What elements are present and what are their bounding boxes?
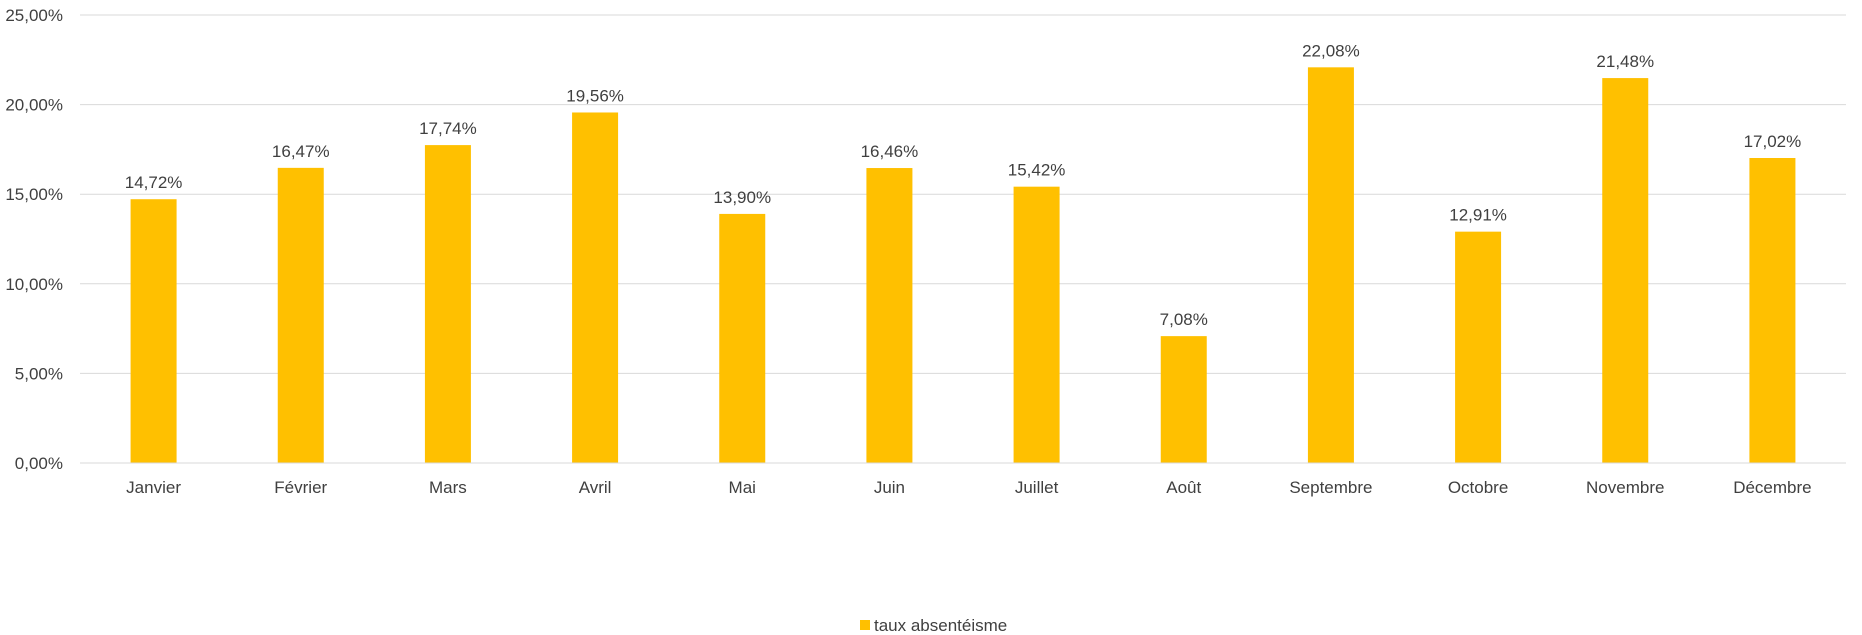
legend-swatch xyxy=(860,620,870,630)
y-tick-label: 0,00% xyxy=(15,454,63,473)
bars xyxy=(80,67,1846,464)
data-label: 19,56% xyxy=(566,86,624,105)
bar xyxy=(130,199,177,464)
y-axis-tick-labels: 0,00% 5,00% 10,00% 15,00% 20,00% 25,00% xyxy=(5,6,63,473)
bar xyxy=(1013,186,1060,464)
y-tick-label: 20,00% xyxy=(5,96,63,115)
bar xyxy=(719,213,766,463)
data-label: 7,08% xyxy=(1160,310,1208,329)
y-tick-label: 10,00% xyxy=(5,275,63,294)
data-label: 15,42% xyxy=(1008,161,1066,180)
y-tick-label: 5,00% xyxy=(15,364,63,383)
category-label: Novembre xyxy=(1586,478,1664,497)
category-label: Janvier xyxy=(126,478,181,497)
category-label: Mars xyxy=(429,478,467,497)
data-label: 17,02% xyxy=(1744,132,1802,151)
category-label: Septembre xyxy=(1289,478,1372,497)
category-label: Avril xyxy=(579,478,612,497)
bar xyxy=(1307,67,1354,463)
bar xyxy=(277,167,324,463)
bar xyxy=(572,112,619,463)
x-axis-category-labels: Janvier Février Mars Avril Mai Juin Juillet Aoû… xyxy=(126,478,1811,497)
y-tick-label: 15,00% xyxy=(5,185,63,204)
bar xyxy=(1160,336,1207,463)
legend: taux absentéisme xyxy=(860,616,1007,635)
data-label: 22,08% xyxy=(1302,41,1360,60)
category-label: Août xyxy=(1166,478,1201,497)
category-label: Février xyxy=(274,478,327,497)
data-label: 21,48% xyxy=(1596,52,1654,71)
data-label: 16,47% xyxy=(272,142,330,161)
category-label: Mai xyxy=(729,478,756,497)
bar xyxy=(1749,158,1796,464)
bar xyxy=(866,168,913,463)
gridlines xyxy=(80,14,1846,464)
bar xyxy=(1455,231,1502,463)
category-label: Juin xyxy=(874,478,905,497)
bar xyxy=(424,145,471,464)
data-label: 13,90% xyxy=(713,188,771,207)
data-labels: 14,72% 16,47% 17,74% 19,56% 13,90% 16,46% 15,4… xyxy=(125,41,1802,329)
data-label: 12,91% xyxy=(1449,206,1507,225)
category-label: Octobre xyxy=(1448,478,1508,497)
data-label: 16,46% xyxy=(861,142,919,161)
data-label: 14,72% xyxy=(125,173,183,192)
legend-label: taux absentéisme xyxy=(874,616,1007,635)
data-label: 17,74% xyxy=(419,119,477,138)
y-tick-label: 25,00% xyxy=(5,6,63,25)
category-label: Juillet xyxy=(1015,478,1059,497)
bar xyxy=(1602,78,1649,463)
category-label: Décembre xyxy=(1733,478,1811,497)
